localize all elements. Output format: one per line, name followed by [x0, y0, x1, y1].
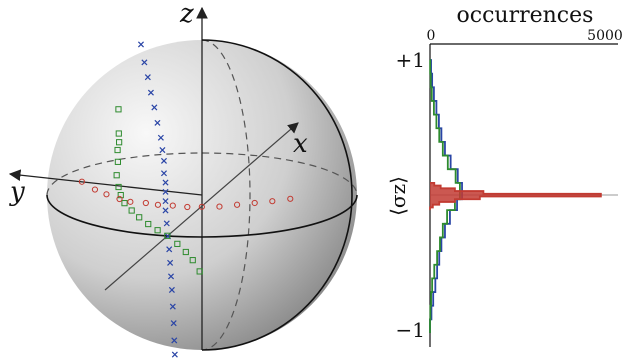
trajectory-0-point-11: [162, 188, 169, 195]
trajectory-2-point-10: [216, 203, 223, 210]
histogram-panel: occurrences 0 5000 +1 −1 ⟨σz⟩: [386, 3, 622, 347]
trajectory-0-point-17: [167, 259, 174, 266]
trajectory-1-point-7: [117, 191, 124, 199]
trajectory-0-point-20: [169, 303, 176, 310]
trajectory-2-point-14: [287, 195, 294, 202]
x-axis-label: x: [293, 129, 308, 159]
hist-xtick-0: 0: [427, 28, 436, 44]
trajectory-1-point-12: [154, 227, 161, 234]
trajectory-1-point-14: [174, 240, 181, 247]
trajectory-0-point-10: [162, 179, 169, 186]
trajectory-2-point-8: [184, 203, 191, 211]
trajectory-2-point-5: [142, 199, 149, 207]
equator-front: [46, 194, 358, 238]
trajectory-0-point-18: [167, 273, 175, 280]
trajectory-1-point-9: [128, 207, 135, 214]
trajectory-2-point-12: [251, 199, 258, 207]
trajectory-0-point-14: [163, 220, 170, 227]
trajectory-1-point-2: [116, 139, 123, 146]
trajectory-0-point-19: [168, 286, 175, 293]
trajectory-1-point-10: [136, 214, 143, 221]
trajectory-1-point-3: [114, 146, 121, 154]
trajectory-1-point-11: [145, 220, 152, 228]
trajectory-2-point-4: [127, 198, 134, 205]
trajectory-0-point-0: [137, 41, 145, 48]
trajectory-1-point-5: [113, 172, 120, 179]
trajectory-1-point-16: [189, 257, 196, 264]
trajectory-0-point-2: [144, 74, 151, 81]
trajectory-2-point-11: [233, 201, 241, 208]
histogram-series-2: [429, 181, 602, 211]
trajectory-0-point-23: [171, 351, 178, 358]
trajectories: [78, 41, 294, 358]
trajectory-2-point-0: [78, 178, 86, 185]
trajectory-0-point-12: [162, 198, 169, 205]
hist-title: occurrences: [457, 3, 594, 28]
trajectory-2-point-9: [198, 203, 205, 210]
equator-back: [46, 152, 358, 196]
trajectory-1-point-15: [182, 248, 189, 256]
trajectory-1-point-6: [115, 183, 122, 191]
trajectory-0-point-6: [157, 134, 164, 141]
trajectory-2-point-7: [169, 202, 176, 209]
trajectory-0-point-9: [160, 170, 168, 177]
y-axis-label: y: [9, 177, 25, 207]
trajectory-1-point-8: [121, 200, 128, 207]
trajectory-2-point-2: [103, 191, 110, 198]
hist-ytick-minus1: −1: [396, 318, 425, 342]
trajectory-1-point-1: [115, 130, 122, 137]
trajectory-0-point-13: [162, 207, 169, 214]
meridian-front: [201, 39, 353, 351]
trajectory-0-point-3: [147, 89, 154, 96]
hist-ylabel: ⟨σz⟩: [386, 176, 410, 216]
trajectory-0-point-21: [170, 320, 177, 327]
trajectory-1-point-17: [196, 268, 203, 275]
trajectory-0-point-16: [166, 246, 173, 253]
trajectory-2-point-6: [154, 201, 162, 208]
trajectory-2-point-3: [116, 195, 123, 203]
trajectory-0-point-5: [154, 119, 161, 126]
bloch-sphere: z y x: [8, 0, 358, 358]
z-axis-label: z: [179, 0, 194, 29]
trajectory-1-point-4: [114, 158, 121, 165]
hist-ytick-plus1: +1: [396, 48, 425, 72]
trajectory-0-point-22: [171, 337, 178, 344]
meridian-back: [201, 39, 251, 351]
histogram-series: [429, 59, 602, 333]
hist-xtick-5000: 5000: [587, 28, 622, 44]
trajectory-0-point-4: [151, 104, 158, 111]
trajectory-2-point-1: [91, 186, 99, 193]
trajectory-0-point-1: [141, 59, 148, 66]
trajectory-1-point-13: [164, 232, 171, 239]
trajectory-1-point-0: [115, 106, 122, 113]
x-axis: [104, 122, 299, 291]
trajectory-0-point-7: [159, 147, 166, 154]
y-axis: [8, 169, 203, 196]
trajectory-2-point-13: [269, 198, 276, 205]
trajectory-0-point-8: [160, 157, 168, 164]
